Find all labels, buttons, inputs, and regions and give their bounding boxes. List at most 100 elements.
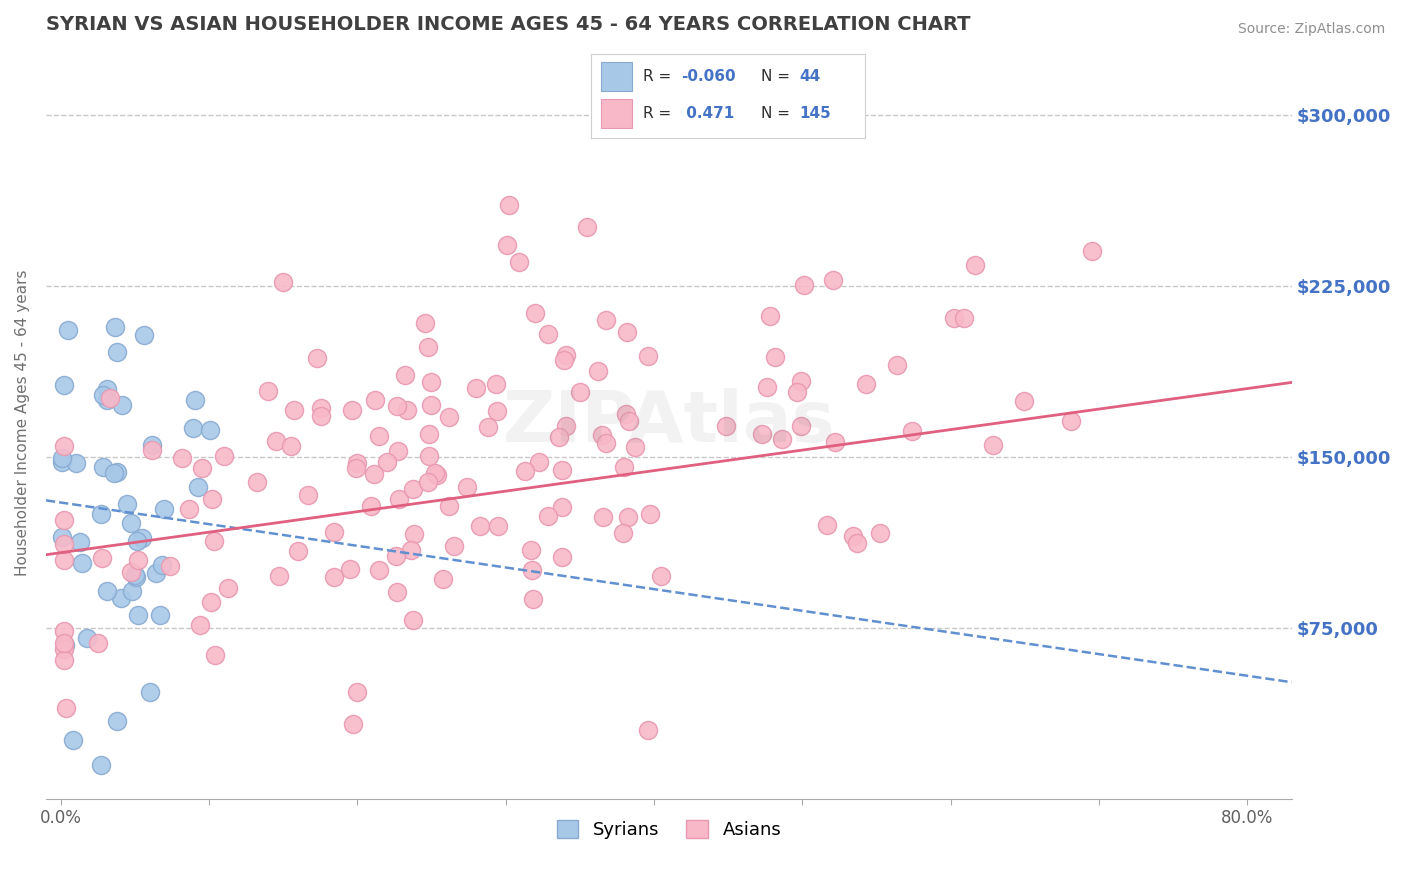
Y-axis label: Householder Income Ages 45 - 64 years: Householder Income Ages 45 - 64 years: [15, 269, 30, 576]
Point: [264, 434, 287, 448]
Bar: [602, 62, 631, 91]
Point: [138, 685, 160, 699]
Point: [181, 421, 204, 435]
Point: [384, 549, 406, 564]
Point: [456, 480, 478, 494]
Point: [121, 584, 143, 599]
Point: [616, 407, 638, 421]
Point: [595, 312, 617, 326]
Point: [111, 398, 134, 412]
Point: [105, 714, 128, 728]
Point: [267, 569, 290, 583]
Point: [179, 501, 201, 516]
Point: [790, 419, 813, 434]
Point: [346, 685, 368, 699]
Point: [418, 475, 440, 489]
Point: [346, 456, 368, 470]
Text: Source: ZipAtlas.com: Source: ZipAtlas.com: [1237, 22, 1385, 37]
Point: [426, 467, 449, 482]
Point: [789, 374, 811, 388]
Point: [322, 524, 344, 539]
Point: [110, 591, 132, 606]
Point: [202, 534, 225, 549]
Point: [394, 368, 416, 383]
Point: [339, 562, 361, 576]
Point: [90, 757, 112, 772]
Point: [141, 438, 163, 452]
Point: [297, 488, 319, 502]
Point: [617, 414, 640, 428]
Point: [901, 424, 924, 438]
Point: [52, 653, 75, 667]
Point: [91, 387, 114, 401]
Point: [385, 400, 408, 414]
Point: [367, 429, 389, 443]
Point: [486, 404, 509, 418]
Point: [125, 534, 148, 549]
Point: [309, 401, 332, 415]
Point: [886, 359, 908, 373]
Point: [592, 510, 614, 524]
Point: [388, 492, 411, 507]
Point: [184, 392, 207, 407]
Point: [191, 461, 214, 475]
Text: 0.471: 0.471: [681, 106, 734, 121]
Text: ZIPAtlas: ZIPAtlas: [502, 388, 835, 458]
Point: [524, 306, 547, 320]
Point: [402, 527, 425, 541]
Point: [952, 311, 974, 326]
Point: [360, 500, 382, 514]
Point: [1081, 244, 1104, 258]
Point: [51, 530, 73, 544]
Point: [150, 558, 173, 572]
Point: [342, 403, 364, 417]
Point: [131, 531, 153, 545]
Point: [55, 700, 77, 714]
Point: [87, 636, 110, 650]
Point: [153, 502, 176, 516]
Point: [141, 442, 163, 457]
Point: [591, 428, 613, 442]
Point: [437, 409, 460, 424]
Point: [418, 426, 440, 441]
Point: [52, 635, 75, 649]
Point: [72, 557, 94, 571]
Point: [793, 277, 815, 292]
Point: [551, 463, 574, 477]
Point: [271, 275, 294, 289]
Point: [62, 733, 84, 747]
Point: [824, 434, 846, 449]
Point: [1060, 414, 1083, 428]
Point: [554, 347, 576, 361]
Point: [127, 607, 149, 622]
Point: [100, 391, 122, 405]
Point: [1014, 393, 1036, 408]
Point: [638, 507, 661, 521]
Point: [53, 378, 76, 392]
Text: -0.060: -0.060: [681, 69, 735, 84]
Point: [198, 423, 221, 437]
Point: [869, 525, 891, 540]
Point: [52, 642, 75, 657]
Point: [283, 402, 305, 417]
Point: [170, 451, 193, 466]
Point: [401, 542, 423, 557]
Point: [52, 513, 75, 527]
Point: [387, 584, 409, 599]
Point: [520, 543, 543, 558]
Point: [91, 550, 114, 565]
Point: [650, 569, 672, 583]
Point: [96, 583, 118, 598]
Point: [53, 639, 76, 653]
Point: [759, 309, 782, 323]
Point: [495, 238, 517, 252]
Point: [65, 456, 87, 470]
Point: [52, 553, 75, 567]
Point: [823, 273, 845, 287]
Point: [309, 409, 332, 424]
Point: [420, 398, 443, 412]
Point: [437, 499, 460, 513]
Point: [58, 323, 80, 337]
Point: [815, 517, 838, 532]
Point: [145, 566, 167, 580]
